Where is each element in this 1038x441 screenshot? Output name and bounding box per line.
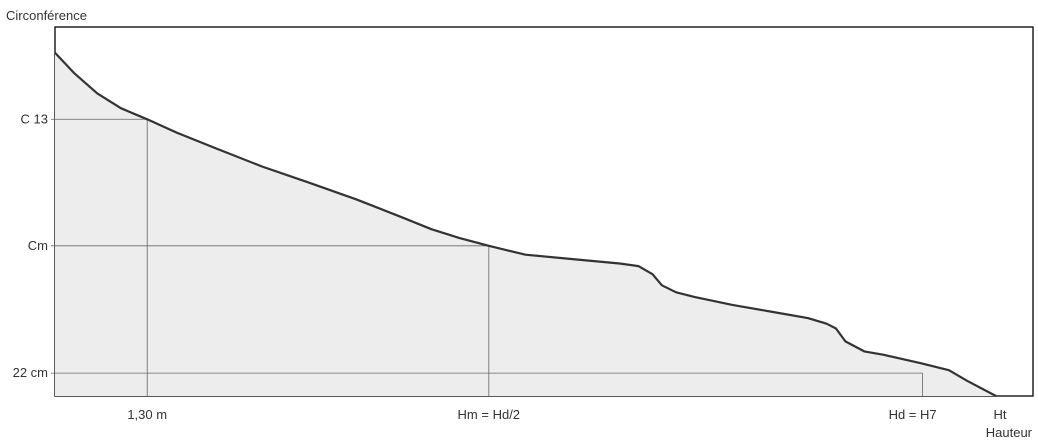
x-axis-label: Hauteur <box>986 425 1033 440</box>
x-tick-label-2: Hm = Hd/2 <box>458 407 521 422</box>
x-tick-label-1: 1,30 m <box>127 407 167 422</box>
profile-area <box>55 53 996 396</box>
y-tick-label-1: C 13 <box>21 111 48 126</box>
x-tick-label-4: Ht <box>994 407 1007 422</box>
y-tick-labels: C 13 Cm 22 cm <box>13 111 48 380</box>
y-axis-label: Circonférence <box>6 8 87 23</box>
x-tick-labels: 1,30 m Hm = Hd/2 Hd = H7 Ht <box>127 407 1007 422</box>
y-tick-label-2: Cm <box>28 238 48 253</box>
x-tick-label-3: Hd = H7 <box>889 407 937 422</box>
y-tick-label-3: 22 cm <box>13 365 48 380</box>
